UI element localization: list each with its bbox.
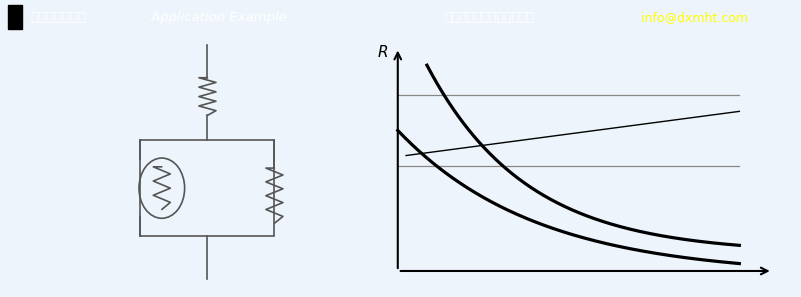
Text: 深圳市德信明科技有限公司: 深圳市德信明科技有限公司	[445, 11, 534, 23]
Text: info@dxmht.com: info@dxmht.com	[637, 11, 748, 23]
Bar	[140, 140, 275, 236]
Bar	[8, 5, 22, 29]
Text: 应用实例及原理: 应用实例及原理	[30, 11, 87, 23]
Text: R: R	[378, 45, 388, 60]
Text: Application Example: Application Example	[147, 11, 286, 23]
